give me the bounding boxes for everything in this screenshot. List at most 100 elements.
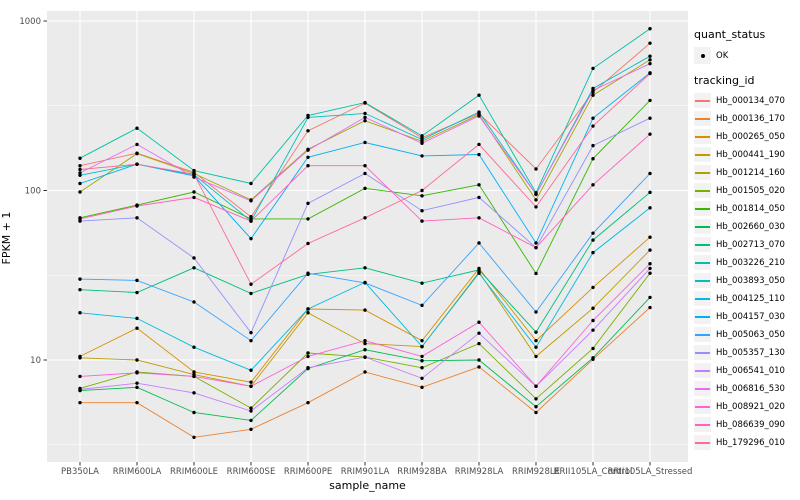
legend-tracking-items: Hb_000134_070 Hb_000136_170 Hb_000265_050 H… xyxy=(694,93,800,450)
axis-ticks xyxy=(43,20,651,466)
series-line-icon xyxy=(695,387,710,390)
series-color-key xyxy=(694,345,711,360)
legend-quant-status-title: quant_status xyxy=(694,28,766,41)
series-color-key xyxy=(694,237,711,252)
legend-item-label: Hb_004157_030 xyxy=(716,311,785,322)
svg-text:RRIM600PE: RRIM600PE xyxy=(284,467,332,477)
legend-item: Hb_086639_090 xyxy=(694,417,800,432)
legend-item: Hb_000134_070 xyxy=(694,93,800,108)
legend-item: Hb_000136_170 xyxy=(694,111,800,126)
legend-item: Hb_003226_210 xyxy=(694,255,800,270)
legend-item: Hb_004125_110 xyxy=(694,291,800,306)
legend-item-label: Hb_086639_090 xyxy=(716,419,785,430)
legend-item: Hb_006816_530 xyxy=(694,381,800,396)
ok-point-key xyxy=(694,47,711,64)
svg-text:10: 10 xyxy=(30,356,41,366)
y-axis-title: FPKM + 1 xyxy=(0,211,13,265)
svg-text:100: 100 xyxy=(25,187,41,197)
series-color-key xyxy=(694,93,711,108)
series-color-key xyxy=(694,435,711,450)
x-axis-labels: PB350LA RRIM600LA RRIM600LE RRIM600SE RRIM60… xyxy=(61,467,692,477)
series-color-key xyxy=(694,309,711,324)
legend-item: Hb_002660_030 xyxy=(694,219,800,234)
series-line-icon xyxy=(695,297,710,300)
series-line-icon xyxy=(695,315,710,318)
legend-item-label: Hb_001214_160 xyxy=(716,167,785,178)
legend-item: Hb_003893_050 xyxy=(694,273,800,288)
legend-item-label: Hb_008921_020 xyxy=(716,401,785,412)
legend-item: Hb_002713_070 xyxy=(694,237,800,252)
legend: quant_status OK tracking_id Hb_000134_07… xyxy=(694,28,800,453)
svg-text:RRII105LA_Control: RRII105LA_Control xyxy=(554,467,633,477)
legend-tracking-id-title: tracking_id xyxy=(694,74,755,87)
series-line-icon xyxy=(695,441,710,444)
series-color-key xyxy=(694,165,711,180)
panel-background xyxy=(47,11,688,462)
series-line-icon xyxy=(695,351,710,354)
legend-item-label: Hb_005357_130 xyxy=(716,347,785,358)
x-axis-title: sample_name xyxy=(329,479,406,492)
series-line-icon xyxy=(695,189,710,192)
svg-text:RRIM600SE: RRIM600SE xyxy=(227,467,276,477)
series-color-key xyxy=(694,399,711,414)
ok-dot-icon xyxy=(700,53,705,58)
svg-text:RRII105LA_Stressed: RRII105LA_Stressed xyxy=(608,467,693,477)
legend-item-label: Hb_005063_050 xyxy=(716,329,785,340)
legend-item-label: Hb_000441_190 xyxy=(716,149,785,160)
legend-item-label: Hb_179296_010 xyxy=(716,437,785,448)
legend-item-label: Hb_001505_020 xyxy=(716,185,785,196)
series-color-key xyxy=(694,273,711,288)
legend-item: Hb_001505_020 xyxy=(694,183,800,198)
svg-text:PB350LA: PB350LA xyxy=(61,467,99,477)
series-color-key xyxy=(694,363,711,378)
legend-item-label: Hb_000265_050 xyxy=(716,131,785,142)
legend-item: Hb_008921_020 xyxy=(694,399,800,414)
series-line-icon xyxy=(695,243,710,246)
series-line-icon xyxy=(695,225,710,228)
legend-item: Hb_000265_050 xyxy=(694,129,800,144)
legend-item-label: Hb_000136_170 xyxy=(716,113,785,124)
series-line-icon xyxy=(695,279,710,282)
y-axis-labels: 1000 100 10 xyxy=(19,17,41,366)
series-color-key xyxy=(694,219,711,234)
legend-item: Hb_001214_160 xyxy=(694,165,800,180)
svg-text:RRIM600LE: RRIM600LE xyxy=(170,467,218,477)
legend-item-label: Hb_003893_050 xyxy=(716,275,785,286)
series-line-icon xyxy=(695,405,710,408)
series-line-icon xyxy=(695,369,710,372)
series-line-icon xyxy=(695,333,710,336)
series-color-key xyxy=(694,255,711,270)
svg-text:RRIM600LA: RRIM600LA xyxy=(113,467,162,477)
series-color-key xyxy=(694,327,711,342)
legend-item-label: Hb_006541_010 xyxy=(716,365,785,376)
series-color-key xyxy=(694,129,711,144)
legend-item-label: OK xyxy=(716,50,729,61)
legend-item-label: Hb_004125_110 xyxy=(716,293,785,304)
legend-item: Hb_004157_030 xyxy=(694,309,800,324)
svg-text:RRIM928LE: RRIM928LE xyxy=(512,467,560,477)
series-color-key xyxy=(694,291,711,306)
svg-text:RRIM928BA: RRIM928BA xyxy=(397,467,447,477)
legend-item: Hb_005357_130 xyxy=(694,345,800,360)
data-points xyxy=(78,27,652,439)
legend-item: Hb_005063_050 xyxy=(694,327,800,342)
legend-item-label: Hb_003226_210 xyxy=(716,257,785,268)
series-color-key xyxy=(694,147,711,162)
legend-item: Hb_179296_010 xyxy=(694,435,800,450)
series-line-icon xyxy=(695,99,710,102)
series-line-icon xyxy=(695,117,710,120)
legend-item: Hb_006541_010 xyxy=(694,363,800,378)
series-line-icon xyxy=(695,207,710,210)
svg-text:RRIM928LA: RRIM928LA xyxy=(455,467,504,477)
svg-text:RRIM901LA: RRIM901LA xyxy=(341,467,390,477)
legend-item-label: Hb_006816_530 xyxy=(716,383,785,394)
legend-item: Hb_000441_190 xyxy=(694,147,800,162)
legend-item: Hb_001814_050 xyxy=(694,201,800,216)
series-color-key xyxy=(694,183,711,198)
series-line-icon xyxy=(695,171,710,174)
legend-item-label: Hb_002660_030 xyxy=(716,221,785,232)
legend-item-ok: OK xyxy=(694,47,800,64)
series-color-key xyxy=(694,417,711,432)
